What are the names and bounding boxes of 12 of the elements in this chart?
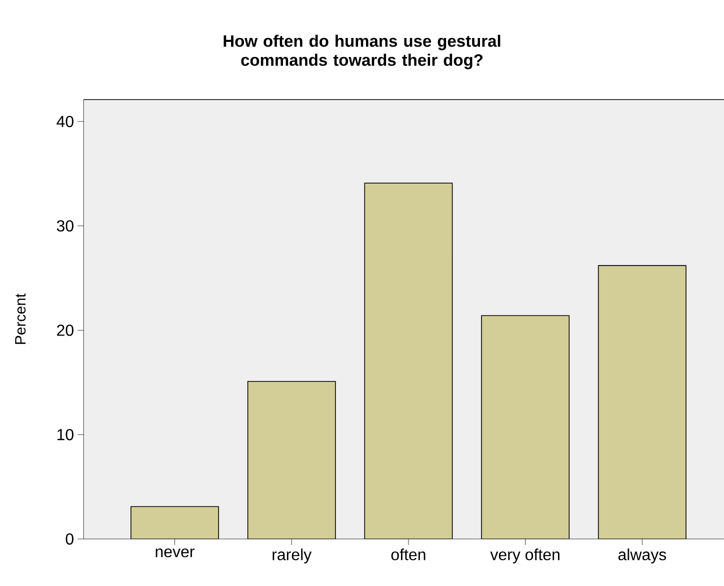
- y-tick-label: 40: [56, 116, 74, 128]
- y-tick-label: 10: [58, 428, 74, 440]
- y-axis-title: Percent: [15, 294, 26, 344]
- chart-title: How often do humans use gestural commands towards their dog?: [224, 34, 500, 70]
- x-tick-label: often: [391, 548, 426, 560]
- y-tick-label: 0: [66, 533, 74, 545]
- y-tick-label: 20: [57, 324, 74, 336]
- x-tick-label: very often: [490, 548, 560, 564]
- x-tick-label: never: [156, 548, 194, 558]
- y-tick-label: 30: [56, 220, 74, 232]
- x-tick-label: always: [618, 548, 666, 564]
- x-tick-label: rarely: [272, 548, 312, 564]
